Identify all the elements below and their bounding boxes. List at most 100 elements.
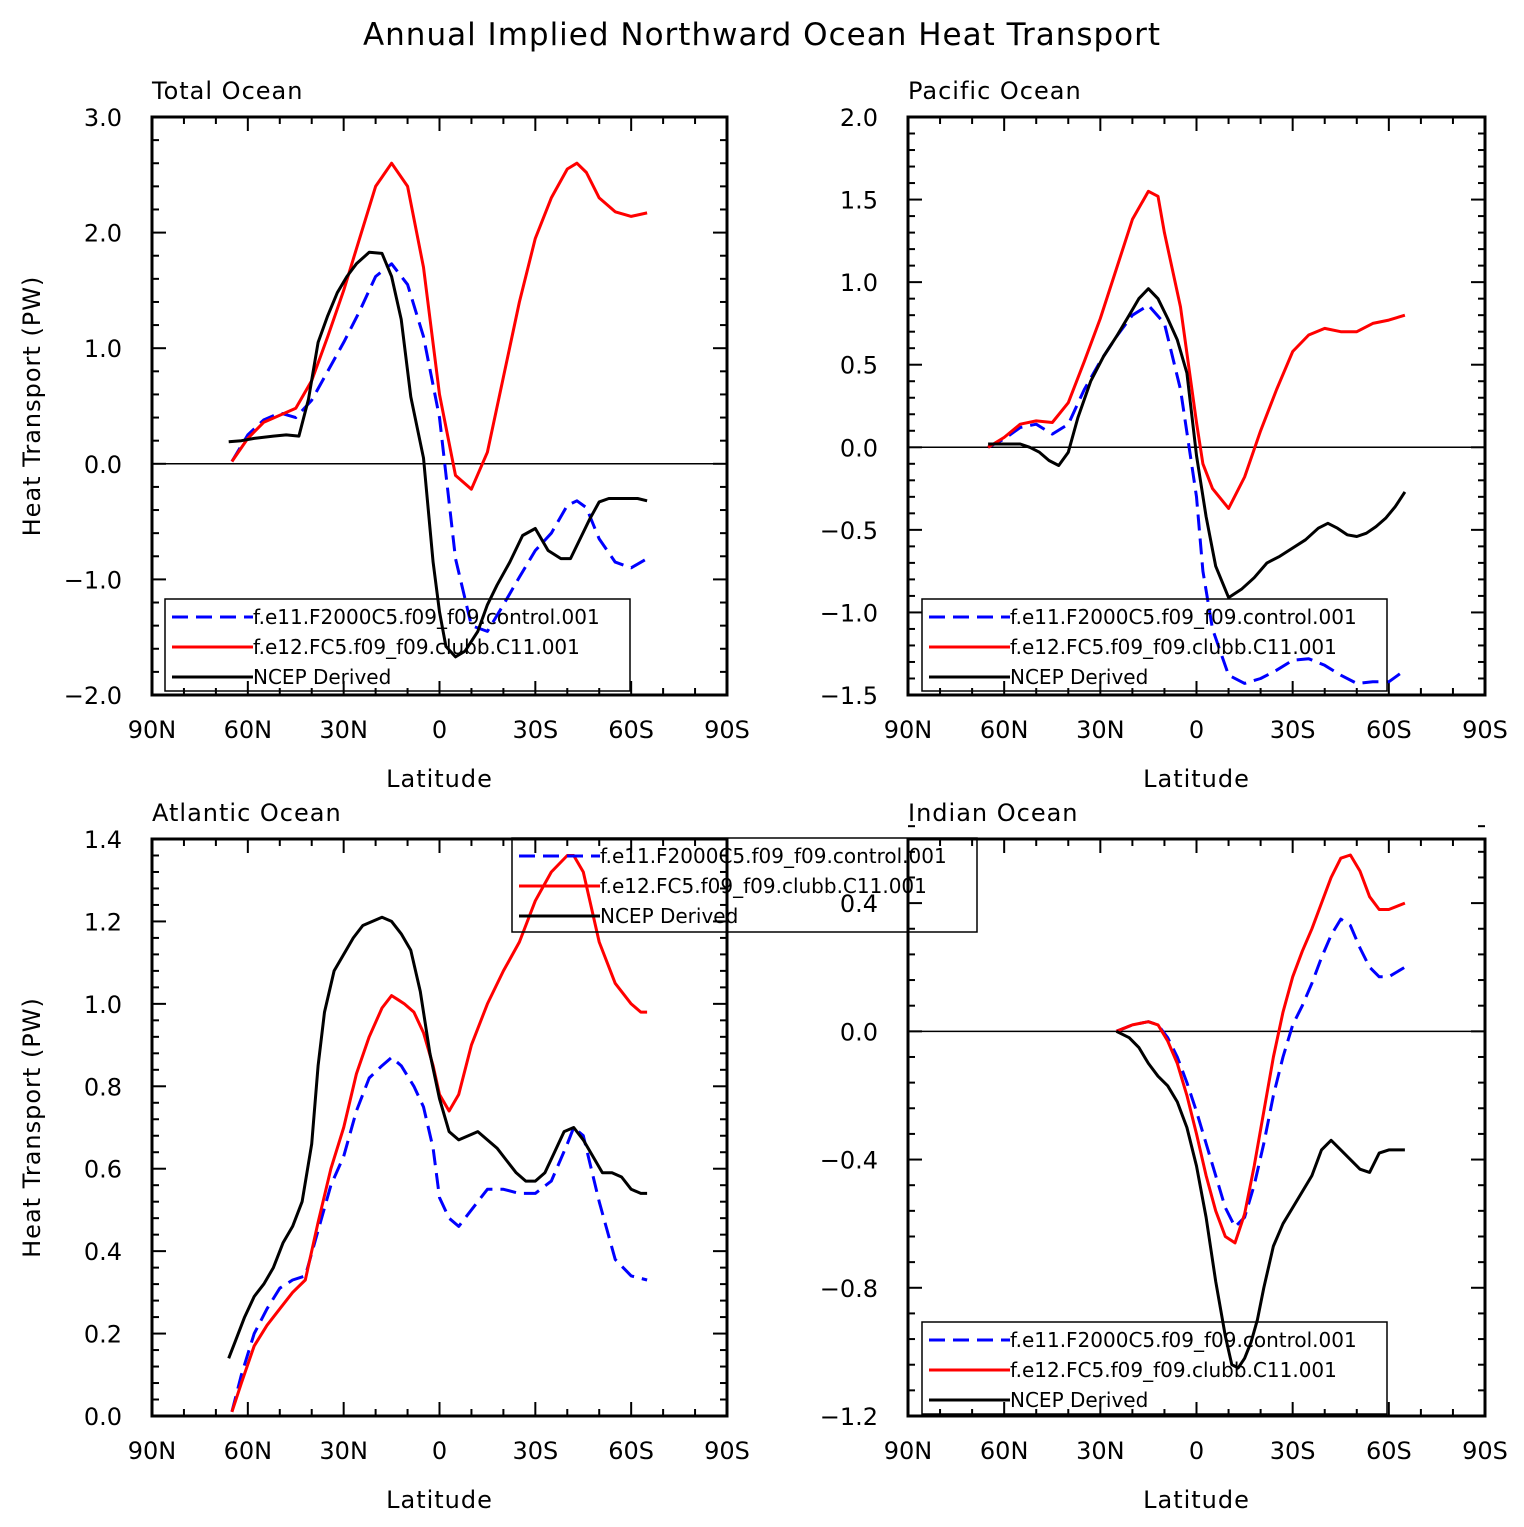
total-ocean-y-tick-label: −1.0 [64, 566, 122, 594]
atlantic-ocean-y-tick-label: 0.0 [84, 1403, 122, 1431]
pacific-ocean-y-tick-label: 0.5 [840, 352, 878, 380]
indian-ocean-series-control-line [1115, 917, 1406, 1229]
indian-ocean-x-tick-label: 60S [1366, 1437, 1412, 1465]
indian-ocean-x-axis-label: Latitude [1143, 1486, 1250, 1514]
total-ocean-legend-clubb-label: f.e12.FC5.f09_f09.clubb.C11.001 [253, 635, 580, 659]
pacific-ocean-x-tick-label: 90S [1462, 716, 1508, 744]
atlantic-ocean-x-tick-label: 90S [704, 1437, 750, 1465]
atlantic-ocean-legend-clubb-label: f.e12.FC5.f09_f09.clubb.C11.001 [600, 874, 927, 898]
atlantic-ocean-y-tick-label: 1.2 [84, 908, 122, 936]
total-ocean-series-clubb-line [230, 161, 648, 491]
total-ocean-y-tick-label: 3.0 [84, 104, 122, 132]
total-ocean-legend: f.e11.F2000C5.f09_f09.control.001 f.e12.F… [164, 598, 631, 692]
pacific-ocean-y-tick-label: 1.0 [840, 269, 878, 297]
indian-ocean-y-tick-label: 0.4 [840, 890, 878, 918]
pacific-ocean-panel: Pacific Ocean 90N 60N 30N 0 30S 60S 90S −1.5 −1.0… [820, 77, 1508, 793]
total-ocean-x-tick-label: 30S [512, 716, 558, 744]
atlantic-ocean-y-axis-label: Heat Transport (PW) [18, 997, 46, 1258]
pacific-ocean-y-tick-label: 0.0 [840, 434, 878, 462]
atlantic-ocean-panel: Atlantic Ocean 90N 60N 30N 0 30S 60S 90S 0.0 0.2 0… [18, 799, 978, 1514]
pacific-ocean-x-axis-label: Latitude [1143, 765, 1250, 793]
figure-title: Annual Implied Northward Ocean Heat Tran… [363, 17, 1161, 53]
atlantic-ocean-y-tick-label: 1.0 [84, 991, 122, 1019]
total-ocean-x-axis-label: Latitude [386, 765, 493, 793]
indian-ocean-legend: f.e11.F2000C5.f09_f09.control.001 f.e12.F… [921, 1321, 1388, 1415]
indian-ocean-legend-clubb-label: f.e12.FC5.f09_f09.clubb.C11.001 [1010, 1358, 1337, 1382]
pacific-ocean-series-ncep-line [988, 287, 1407, 600]
indian-ocean-legend-box [921, 1321, 1388, 1415]
pacific-ocean-x-tick-label: 90N [884, 716, 933, 744]
total-ocean-legend-box [164, 598, 631, 692]
atlantic-ocean-legend: f.e11.F2000C5.f09_f09.control.001 f.e12.F… [511, 837, 978, 933]
pacific-ocean-legend-box [921, 598, 1388, 692]
indian-ocean-x-tick-label: 60N [980, 1437, 1029, 1465]
indian-ocean-legend-control-label: f.e11.F2000C5.f09_f09.control.001 [1010, 1328, 1357, 1352]
indian-ocean-series-clubb-line [1115, 853, 1406, 1245]
atlantic-ocean-title: Atlantic Ocean [152, 799, 342, 827]
atlantic-ocean-series-clubb-line [230, 854, 648, 1413]
total-ocean-legend-control-label: f.e11.F2000C5.f09_f09.control.001 [253, 605, 600, 629]
pacific-ocean-y-tick-label: 2.0 [840, 104, 878, 132]
total-ocean-y-axis-label: Heat Transport (PW) [18, 276, 46, 537]
indian-ocean-y-tick-label: 0.0 [840, 1018, 878, 1046]
indian-ocean-x-tick-label: 90S [1462, 1437, 1508, 1465]
total-ocean-series-control-line [230, 262, 648, 633]
pacific-ocean-y-tick-label: −1.5 [820, 682, 878, 710]
atlantic-ocean-y-tick-label: 0.2 [84, 1321, 122, 1349]
indian-ocean-y-tick-label: −0.8 [820, 1275, 878, 1303]
total-ocean-title: Total Ocean [151, 77, 303, 105]
total-ocean-x-tick-label: 60N [224, 716, 273, 744]
total-ocean-x-tick-label: 60S [608, 716, 654, 744]
pacific-ocean-legend-control-label: f.e11.F2000C5.f09_f09.control.001 [1010, 605, 1357, 629]
pacific-ocean-legend: f.e11.F2000C5.f09_f09.control.001 f.e12.F… [921, 598, 1388, 692]
atlantic-ocean-x-axis-label: Latitude [386, 1486, 493, 1514]
atlantic-ocean-x-tick-label: 30S [512, 1437, 558, 1465]
pacific-ocean-x-tick-label: 30S [1270, 716, 1316, 744]
total-ocean-y-tick-label: 0.0 [84, 451, 122, 479]
atlantic-ocean-x-tick-label: 30N [319, 1437, 368, 1465]
indian-ocean-panel: Indian Ocean 90N 60N 30N 0 30S 60S 90S −1.2 −0.8 −… [820, 799, 1508, 1514]
atlantic-ocean-series-ncep-line [227, 915, 648, 1359]
indian-ocean-x-tick-label: 0 [1189, 1437, 1204, 1465]
pacific-ocean-legend-clubb-label: f.e12.FC5.f09_f09.clubb.C11.001 [1010, 635, 1337, 659]
pacific-ocean-y-tick-label: −1.0 [820, 599, 878, 627]
atlantic-ocean-legend-box [511, 837, 978, 933]
pacific-ocean-title: Pacific Ocean [908, 77, 1082, 105]
atlantic-ocean-y-tick-label: 0.8 [84, 1073, 122, 1101]
pacific-ocean-x-tick-label: 30N [1076, 716, 1125, 744]
indian-ocean-y-tick-label: −1.2 [820, 1403, 878, 1431]
pacific-ocean-x-tick-label: 60S [1366, 716, 1412, 744]
total-ocean-panel: Total Ocean 90N 60N 30N 0 30S 60S 90S −2.0 −1.0 0.… [18, 77, 750, 793]
indian-ocean-y-tick-label: −0.4 [820, 1147, 878, 1175]
pacific-ocean-legend-ncep-label: NCEP Derived [1010, 665, 1148, 689]
atlantic-ocean-series-control-line [230, 1055, 648, 1413]
total-ocean-y-tick-label: −2.0 [64, 682, 122, 710]
indian-ocean-legend-ncep-label: NCEP Derived [1010, 1388, 1148, 1412]
indian-ocean-x-tick-label: 90N [884, 1437, 933, 1465]
atlantic-ocean-y-tick-label: 0.4 [84, 1238, 122, 1266]
total-ocean-x-tick-label: 30N [319, 716, 368, 744]
total-ocean-y-tick-label: 2.0 [84, 220, 122, 248]
total-ocean-x-tick-label: 0 [432, 716, 447, 744]
pacific-ocean-series-control-line [987, 303, 1406, 685]
atlantic-ocean-x-tick-label: 90N [128, 1437, 177, 1465]
indian-ocean-title: Indian Ocean [908, 799, 1079, 827]
total-ocean-legend-ncep-label: NCEP Derived [253, 665, 391, 689]
atlantic-ocean-y-tick-label: 1.4 [84, 826, 122, 854]
total-ocean-y-tick-label: 1.0 [84, 335, 122, 363]
atlantic-ocean-x-tick-label: 60S [608, 1437, 654, 1465]
indian-ocean-x-tick-label: 30N [1076, 1437, 1125, 1465]
pacific-ocean-series-clubb-line [987, 189, 1406, 510]
atlantic-ocean-legend-control-label: f.e11.F2000C5.f09_f09.control.001 [600, 844, 947, 868]
indian-ocean-x-tick-label: 30S [1270, 1437, 1316, 1465]
indian-ocean-series-ncep-line [1115, 1029, 1405, 1370]
atlantic-ocean-legend-ncep-label: NCEP Derived [600, 904, 738, 928]
total-ocean-x-tick-label: 90S [704, 716, 750, 744]
pacific-ocean-x-tick-label: 0 [1189, 716, 1204, 744]
pacific-ocean-y-tick-label: 1.5 [840, 187, 878, 215]
pacific-ocean-y-tick-label: −0.5 [820, 517, 878, 545]
atlantic-ocean-y-tick-label: 0.6 [84, 1156, 122, 1184]
total-ocean-series-ncep-line [228, 250, 648, 659]
pacific-ocean-x-tick-label: 60N [980, 716, 1029, 744]
